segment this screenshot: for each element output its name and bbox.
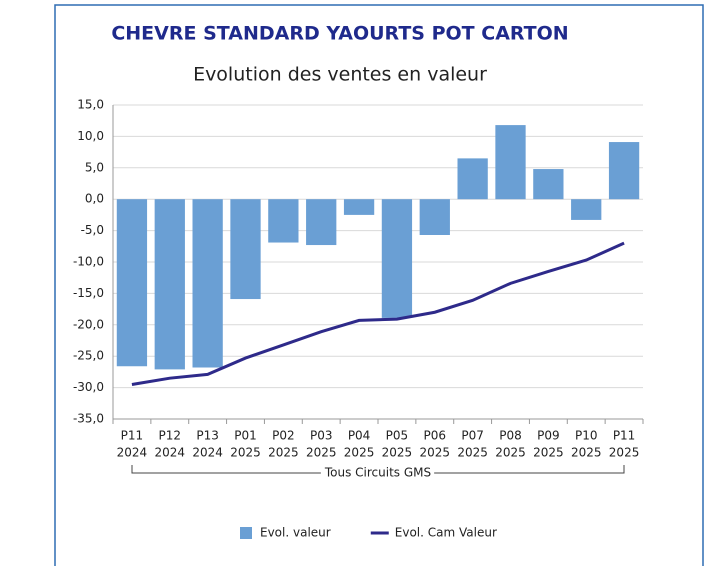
y-tick-label: -20,0: [73, 317, 104, 331]
x-tick-label: P08: [499, 429, 522, 443]
bar: [116, 199, 148, 367]
group-label-bg: [320, 465, 435, 480]
x-tick-label: P01: [234, 429, 257, 443]
y-tick-label: 10,0: [77, 129, 104, 143]
x-tick-label: P07: [461, 429, 484, 443]
x-tick-label: P09: [537, 429, 560, 443]
y-tick-label: 0,0: [85, 192, 104, 206]
x-tick-label: P05: [386, 429, 409, 443]
bar: [306, 199, 337, 246]
legend-label: Evol. valeur: [260, 526, 331, 540]
bar: [533, 169, 564, 200]
x-tick-label: 2025: [344, 446, 375, 460]
x-tick-label: 2025: [533, 446, 564, 460]
x-tick-label: 2025: [571, 446, 602, 460]
y-tick-label: -15,0: [73, 286, 104, 300]
x-tick-label: 2025: [609, 446, 640, 460]
x-tick-label: 2024: [117, 446, 148, 460]
bar: [230, 199, 261, 300]
frame: [54, 4, 704, 566]
bar: [192, 199, 223, 368]
y-tick-label: 5,0: [85, 160, 104, 174]
bar: [608, 142, 640, 200]
chart-title: CHEVRE STANDARD YAOURTS POT CARTON: [111, 23, 568, 45]
x-tick-label: P11: [121, 429, 144, 443]
y-tick-label: -30,0: [73, 380, 104, 394]
bar: [381, 199, 413, 318]
y-tick-label: -5,0: [81, 223, 104, 237]
legend-label: Evol. Cam Valeur: [395, 526, 497, 540]
x-tick-label: P10: [575, 429, 598, 443]
x-tick-label: P12: [159, 429, 182, 443]
x-tick-label: 2024: [192, 446, 223, 460]
x-tick-label: P11: [613, 429, 636, 443]
legend-swatch: [240, 527, 252, 539]
x-tick-label: 2025: [230, 446, 261, 460]
x-tick-label: P13: [196, 429, 219, 443]
line: [131, 241, 625, 386]
bar: [154, 199, 185, 370]
bar: [268, 199, 299, 243]
x-tick-label: 2025: [457, 446, 488, 460]
x-tick-label: 2025: [495, 446, 526, 460]
x-tick-label: 2025: [268, 446, 299, 460]
y-tick-label: 15,0: [77, 98, 104, 112]
y-tick-label: -35,0: [73, 412, 104, 426]
x-tick-label: P04: [348, 429, 371, 443]
x-tick-label: P03: [310, 429, 333, 443]
x-tick-label: 2025: [420, 446, 451, 460]
x-tick-label: 2025: [306, 446, 337, 460]
y-tick-label: -25,0: [73, 349, 104, 363]
bar: [419, 199, 450, 235]
group-label: Tous Circuits GMS: [324, 466, 431, 480]
x-tick-label: P02: [272, 429, 295, 443]
x-tick-label: 2025: [382, 446, 413, 460]
bar: [571, 199, 602, 220]
y-tick-label: -10,0: [73, 255, 104, 269]
x-tick-label: 2024: [155, 446, 186, 460]
bar: [457, 158, 488, 200]
bar: [495, 125, 526, 200]
bar: [343, 199, 375, 215]
chart-subtitle: Evolution des ventes en valeur: [193, 64, 487, 86]
x-tick-label: P06: [424, 429, 447, 443]
